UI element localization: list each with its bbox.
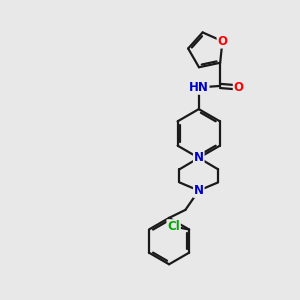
Text: Cl: Cl [167,220,180,233]
Text: HN: HN [189,81,209,94]
Text: O: O [234,81,244,94]
Text: N: N [194,152,204,164]
Text: N: N [194,184,204,197]
Text: O: O [218,35,227,48]
